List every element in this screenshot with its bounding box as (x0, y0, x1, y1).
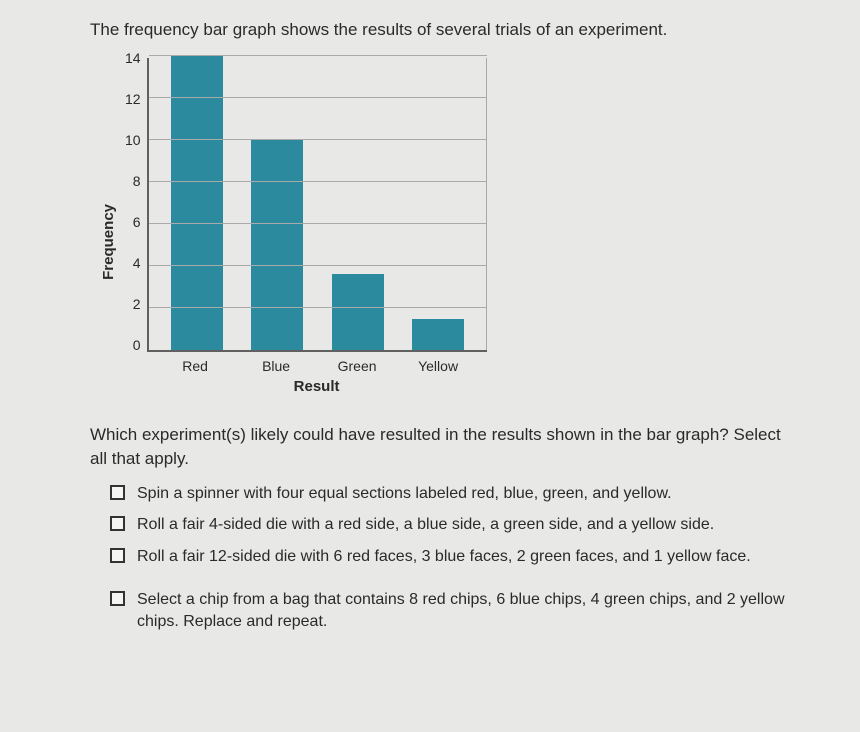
option-row: Roll a fair 4-sided die with a red side,… (110, 514, 800, 536)
option-row: Select a chip from a bag that contains 8… (110, 589, 800, 632)
y-axis-label: Frequency (100, 174, 117, 280)
chart-gridline (149, 139, 487, 140)
y-tick: 6 (125, 215, 141, 229)
y-tick: 4 (125, 256, 141, 270)
x-tick: Yellow (408, 358, 468, 374)
options-list: Spin a spinner with four equal sections … (110, 483, 800, 633)
y-tick: 8 (125, 174, 141, 188)
x-tick: Blue (246, 358, 306, 374)
chart-bar (251, 140, 303, 350)
chart-gridline (149, 307, 487, 308)
y-tick: 0 (125, 338, 141, 352)
y-tick: 2 (125, 297, 141, 311)
chart-bar (332, 274, 384, 350)
x-tick: Red (165, 358, 225, 374)
checkbox-icon[interactable] (110, 591, 125, 606)
option-label: Spin a spinner with four equal sections … (137, 483, 672, 505)
option-label: Roll a fair 12-sided die with 6 red face… (137, 546, 751, 568)
chart-gridline (149, 55, 487, 56)
chart-gridline (149, 265, 487, 266)
y-tick: 10 (125, 133, 141, 147)
checkbox-icon[interactable] (110, 485, 125, 500)
option-label: Select a chip from a bag that contains 8… (137, 589, 800, 632)
chart-gridline (149, 97, 487, 98)
option-label: Roll a fair 4-sided die with a red side,… (137, 514, 714, 536)
x-axis-label: Result (147, 378, 487, 395)
chart-container: Frequency 14 12 10 8 6 4 2 0 Red Blue Gr… (100, 58, 820, 395)
chart-gridline (149, 181, 487, 182)
checkbox-icon[interactable] (110, 548, 125, 563)
chart-bar (171, 56, 223, 350)
chart-bar (412, 319, 464, 351)
chart-gridline (149, 223, 487, 224)
y-axis-ticks: 14 12 10 8 6 4 2 0 (125, 58, 141, 352)
problem-title: The frequency bar graph shows the result… (90, 20, 820, 40)
checkbox-icon[interactable] (110, 516, 125, 531)
question-text: Which experiment(s) likely could have re… (90, 423, 790, 471)
x-axis-ticks: Red Blue Green Yellow (147, 352, 487, 374)
y-tick: 14 (125, 51, 141, 65)
x-tick: Green (327, 358, 387, 374)
y-tick: 12 (125, 92, 141, 106)
option-row: Spin a spinner with four equal sections … (110, 483, 800, 505)
chart-plot-area (147, 58, 487, 352)
option-row: Roll a fair 12-sided die with 6 red face… (110, 546, 800, 568)
